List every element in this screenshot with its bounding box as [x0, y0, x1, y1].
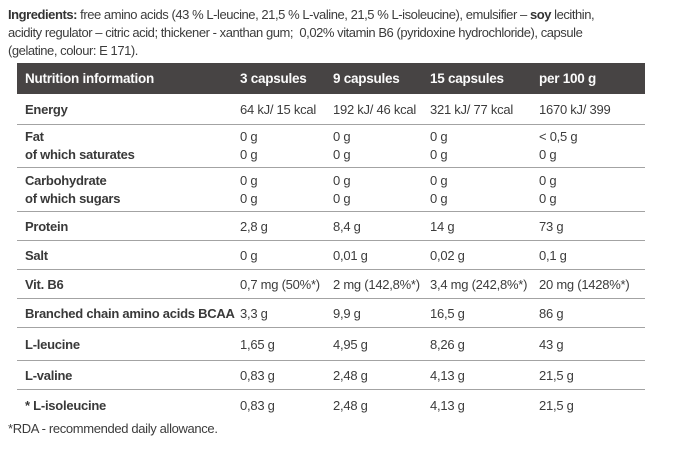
- nutrient-value: 0 g 0 g: [240, 129, 258, 162]
- nutrient-value: 43 g: [539, 336, 564, 352]
- nutrient-value: 73 g: [539, 218, 564, 234]
- rda-footnote: *RDA - recommended daily allowance.: [8, 421, 218, 436]
- nutrient-value: 8,4 g: [333, 218, 361, 234]
- nutrient-value: 0 g: [240, 247, 258, 263]
- ingredients-text: free amino acids (43 % L-leucine, 21,5 %…: [77, 7, 530, 22]
- ingredients-line-2: acidity regulator – citric acid; thicken…: [8, 25, 583, 40]
- ingredients-paragraph: Ingredients: free amino acids (43 % L-le…: [8, 6, 670, 60]
- ingredients-line-3: (gelatine, colour: E 171).: [8, 43, 138, 58]
- table-row-bcaa: Branched chain amino acids BCAA 3,3 g 9,…: [17, 299, 645, 328]
- nutrient-value: 0,7 mg (50%*): [240, 276, 320, 292]
- nutrient-value: 21,5 g: [539, 397, 574, 413]
- nutrient-value: 1,65 g: [240, 336, 275, 352]
- nutrient-value: 0 g 0 g: [333, 172, 351, 206]
- nutrient-value: 0 g 0 g: [333, 129, 351, 162]
- nutrient-value: 0 g 0 g: [539, 172, 557, 206]
- header-9-capsules: 9 capsules: [333, 71, 400, 86]
- nutrient-value: 16,5 g: [430, 305, 465, 321]
- table-header-row: Nutrition information 3 capsules 9 capsu…: [17, 63, 645, 94]
- nutrient-value: 2 mg (142,8%*): [333, 276, 420, 292]
- nutrient-value: 86 g: [539, 305, 564, 321]
- nutrient-name: * L-isoleucine: [25, 397, 107, 413]
- nutrient-name-line: Fat: [25, 129, 44, 144]
- nutrient-name: Branched chain amino acids BCAA: [25, 305, 235, 321]
- nutrient-value: 0,83 g: [240, 397, 275, 413]
- table-row-carbohydrate: Carbohydrate of which sugars 0 g 0 g 0 g…: [17, 168, 645, 212]
- nutrient-name: Carbohydrate of which sugars: [17, 172, 240, 208]
- nutrient-value: 192 kJ/ 46 kcal: [333, 101, 416, 117]
- nutrient-name: Salt: [25, 247, 48, 263]
- table-row-l-isoleucine: * L-isoleucine 0,83 g 2,48 g 4,13 g 21,5…: [17, 390, 645, 420]
- table-row-l-leucine: L-leucine 1,65 g 4,95 g 8,26 g 43 g: [17, 328, 645, 361]
- nutrient-value: 0 g 0 g: [430, 129, 448, 162]
- nutrient-name: Fat of which saturates: [17, 128, 240, 164]
- nutrient-name: L-valine: [25, 367, 73, 383]
- ingredients-text: lecithin,: [551, 7, 595, 22]
- table-row-fat: Fat of which saturates 0 g 0 g 0 g 0 g 0…: [17, 125, 645, 168]
- nutrient-value: 0,83 g: [240, 367, 275, 383]
- header-3-capsules: 3 capsules: [240, 71, 307, 86]
- nutrient-name: Energy: [25, 101, 68, 117]
- table-row-protein: Protein 2,8 g 8,4 g 14 g 73 g: [17, 212, 645, 241]
- nutrient-value: 4,13 g: [430, 367, 465, 383]
- nutrition-table: Nutrition information 3 capsules 9 capsu…: [17, 63, 645, 420]
- soy-allergen-bold: soy: [529, 7, 552, 22]
- nutrient-value: 321 kJ/ 77 kcal: [430, 101, 513, 117]
- nutrient-name: L-leucine: [25, 336, 80, 352]
- nutrient-value: 2,48 g: [333, 367, 368, 383]
- nutrient-value: 0,02 g: [430, 247, 465, 263]
- nutrient-value: < 0,5 g 0 g: [539, 129, 578, 162]
- nutrient-value: 9,9 g: [333, 305, 361, 321]
- nutrient-value: 0,1 g: [539, 247, 567, 263]
- nutrient-value: 2,48 g: [333, 397, 368, 413]
- nutrient-value: 20 mg (1428%*): [539, 276, 630, 292]
- nutrient-value: 4,13 g: [430, 397, 465, 413]
- table-row-l-valine: L-valine 0,83 g 2,48 g 4,13 g 21,5 g: [17, 361, 645, 390]
- nutrient-name: Vit. B6: [25, 276, 64, 292]
- ingredients-line-1: Ingredients: free amino acids (43 % L-le…: [8, 6, 670, 24]
- table-row-salt: Salt 0 g 0,01 g 0,02 g 0,1 g: [17, 241, 645, 270]
- nutrient-value: 0 g 0 g: [240, 172, 258, 206]
- ingredients-heading: Ingredients:: [8, 7, 77, 22]
- nutrient-value: 3,3 g: [240, 305, 268, 321]
- nutrient-value: 2,8 g: [240, 218, 268, 234]
- nutrient-name-line: Carbohydrate: [25, 172, 107, 188]
- nutrient-name: Protein: [25, 218, 69, 234]
- header-15-capsules: 15 capsules: [430, 71, 504, 86]
- nutrient-value: 0,01 g: [333, 247, 368, 263]
- nutrient-value: 1670 kJ/ 399: [539, 101, 611, 117]
- header-per-100g: per 100 g: [539, 71, 597, 86]
- table-row-energy: Energy 64 kJ/ 15 kcal 192 kJ/ 46 kcal 32…: [17, 94, 645, 125]
- nutrient-subname-line: of which saturates: [25, 147, 135, 162]
- nutrient-value: 64 kJ/ 15 kcal: [240, 101, 316, 117]
- nutrient-value: 0 g 0 g: [430, 172, 448, 206]
- nutrient-value: 3,4 mg (242,8%*): [430, 276, 528, 292]
- nutrient-value: 14 g: [430, 218, 455, 234]
- nutrient-subname-line: of which sugars: [25, 190, 121, 206]
- table-row-vitamin-b6: Vit. B6 0,7 mg (50%*) 2 mg (142,8%*) 3,4…: [17, 270, 645, 299]
- nutrient-value: 21,5 g: [539, 367, 574, 383]
- header-nutrition-information: Nutrition information: [25, 71, 154, 86]
- nutrient-value: 4,95 g: [333, 336, 368, 352]
- nutrient-value: 8,26 g: [430, 336, 465, 352]
